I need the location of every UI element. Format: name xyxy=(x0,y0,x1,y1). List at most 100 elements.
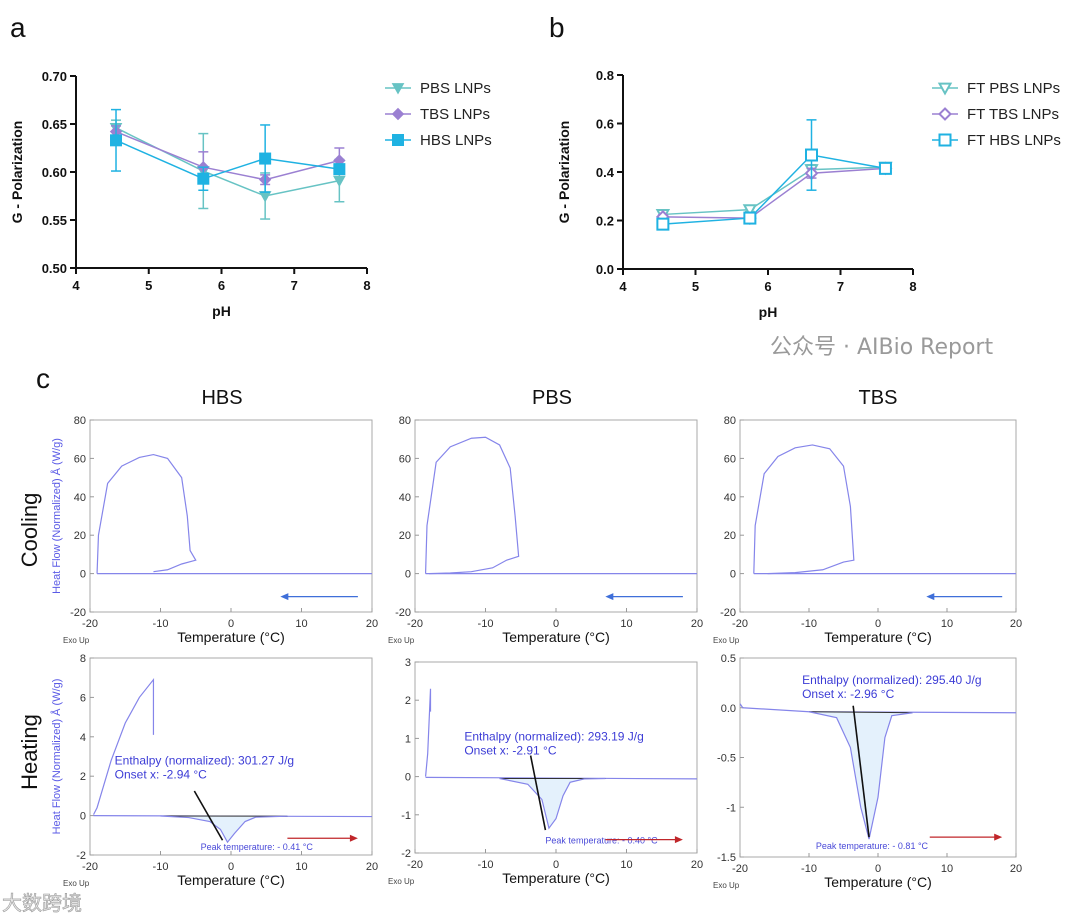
series-line xyxy=(115,127,340,197)
x-tick-label: 10 xyxy=(941,863,953,875)
x-tick-label: 0 xyxy=(875,618,881,630)
watermark-right: 公众号 · AIBio Report xyxy=(770,335,993,360)
y-tick-label: 0.8 xyxy=(596,68,614,83)
y-tick-label: 0 xyxy=(405,772,411,784)
y-tick-label: -1 xyxy=(726,802,736,814)
x-tick-label: 20 xyxy=(691,618,703,630)
y-tick-label: 0.5 xyxy=(721,653,736,665)
x-tick-label: -20 xyxy=(407,618,423,630)
x-axis-label: Temperature (°C) xyxy=(177,872,285,888)
data-point xyxy=(656,217,670,231)
onset-leader-line xyxy=(852,705,870,838)
y-tick-label: 0.6 xyxy=(596,117,614,132)
data-point xyxy=(197,172,210,185)
series-line xyxy=(115,130,340,181)
y-tick-label: 8 xyxy=(80,653,86,665)
panel-label-b: b xyxy=(549,12,565,43)
y-tick-label: 0.50 xyxy=(42,261,67,276)
arrow-head xyxy=(674,836,683,844)
y-tick-label: 0.4 xyxy=(596,165,615,180)
plot-frame xyxy=(414,419,698,613)
x-axis-label: pH xyxy=(759,304,778,320)
y-tick-label: 0.0 xyxy=(721,703,736,715)
dsc-curve-crystallization xyxy=(753,444,855,575)
y-tick-label: 20 xyxy=(399,530,411,542)
peak-temperature-label: Peak temperature: - 0.81 °C xyxy=(816,841,929,851)
y-tick-label: -2 xyxy=(76,850,86,862)
row-title-heating: Heating xyxy=(17,714,42,790)
y-axis-label: G - Polarization xyxy=(9,121,25,224)
chart-a: 0.50 0.55 0.60 0.65 0.70 4 5 6 7 8 pH G - Polarizat… xyxy=(9,69,492,319)
x-tick-label: -10 xyxy=(801,863,817,875)
y-axis-label: G - Polarization xyxy=(556,121,572,224)
exo-up-label: Exo Up xyxy=(713,636,740,645)
x-tick-label: 4 xyxy=(619,279,627,294)
y-tick-label: -0.5 xyxy=(717,753,736,765)
data-point xyxy=(742,204,758,218)
column-title-pbs: PBS xyxy=(532,387,572,409)
legend-item: HBS LNPs xyxy=(385,132,492,149)
arrow-head xyxy=(605,593,614,601)
legend-label: PBS LNPs xyxy=(420,80,491,97)
series-line xyxy=(662,167,886,219)
row-title-cooling: Cooling xyxy=(17,493,42,568)
exo-up-label: Exo Up xyxy=(388,877,415,886)
y-axis-label: Heat Flow (Normalized) Å (W/g) xyxy=(50,679,63,835)
x-tick-label: -10 xyxy=(478,859,494,871)
x-axis-label: pH xyxy=(212,303,231,319)
dsc-curve-spike xyxy=(92,677,155,815)
y-tick-label: -20 xyxy=(70,607,86,619)
cooling-direction-arrow xyxy=(280,593,358,601)
x-tick-label: 0 xyxy=(553,618,559,630)
y-tick-label: 40 xyxy=(399,492,411,504)
column-title-hbs: HBS xyxy=(201,387,242,409)
onset-leader-line xyxy=(529,755,547,831)
series-line xyxy=(662,166,886,216)
legend-item: FT PBS LNPs xyxy=(932,80,1060,97)
legend-label: FT TBS LNPs xyxy=(967,106,1059,123)
x-tick-label: 20 xyxy=(1010,863,1022,875)
y-tick-label: 80 xyxy=(74,415,86,427)
series-pbs-lnps xyxy=(109,119,346,220)
series-line xyxy=(662,154,886,225)
column-title-tbs: TBS xyxy=(859,387,898,409)
legend-marker xyxy=(391,83,405,95)
series-ft-pbs-lnps xyxy=(655,161,893,222)
x-tick-label: -10 xyxy=(478,618,494,630)
y-tick-label: 0.70 xyxy=(42,69,67,84)
integration-baseline xyxy=(808,711,913,714)
x-axis-label: Temperature (°C) xyxy=(177,629,285,645)
x-axis-label: Temperature (°C) xyxy=(502,870,610,886)
x-tick-label: 8 xyxy=(909,279,916,294)
y-tick-label: 2 xyxy=(80,771,86,783)
exo-up-label: Exo Up xyxy=(713,881,740,890)
chart-c-hbs-cooling: -20 0 20 40 60 80 -20 -10 0 10 20 Temperature (°C) E… xyxy=(50,415,378,645)
dsc-curve-crystallization xyxy=(424,436,520,575)
legend-item: FT HBS LNPs xyxy=(932,132,1061,149)
peak-temperature-label: Peak temperature: - 0.40 °C xyxy=(545,835,658,845)
series-tbs-lnps xyxy=(109,125,346,186)
y-tick-label: 60 xyxy=(74,453,86,465)
x-tick-label: 5 xyxy=(692,279,699,294)
chart-b: 0.0 0.2 0.4 0.6 0.8 4 5 6 7 8 pH G - Polarization FT… xyxy=(556,68,1061,320)
x-tick-label: 0 xyxy=(875,863,881,875)
y-tick-label: 1 xyxy=(405,733,411,745)
peak-area-fill xyxy=(160,815,288,843)
y-tick-label: 0 xyxy=(730,569,736,581)
onset-annotation: Onset x: -2.91 °C xyxy=(464,743,557,757)
x-tick-label: 4 xyxy=(72,278,80,293)
dsc-curve-spike xyxy=(424,688,432,777)
chart-c-pbs-cooling: -20 0 20 40 60 80 -20 -10 0 10 20 Temperature (°C) E… xyxy=(388,415,703,645)
x-tick-label: 7 xyxy=(291,278,298,293)
legend-marker xyxy=(938,107,952,121)
plot-frame xyxy=(739,419,1017,613)
y-tick-label: 20 xyxy=(724,530,736,542)
series-hbs-lnps xyxy=(110,108,346,193)
arrow-head xyxy=(994,833,1003,841)
data-point xyxy=(333,175,346,188)
legend-label: TBS LNPs xyxy=(420,106,490,123)
x-axis-label: Temperature (°C) xyxy=(824,629,932,645)
arrow-head xyxy=(349,834,358,842)
legend-item: TBS LNPs xyxy=(385,106,490,123)
